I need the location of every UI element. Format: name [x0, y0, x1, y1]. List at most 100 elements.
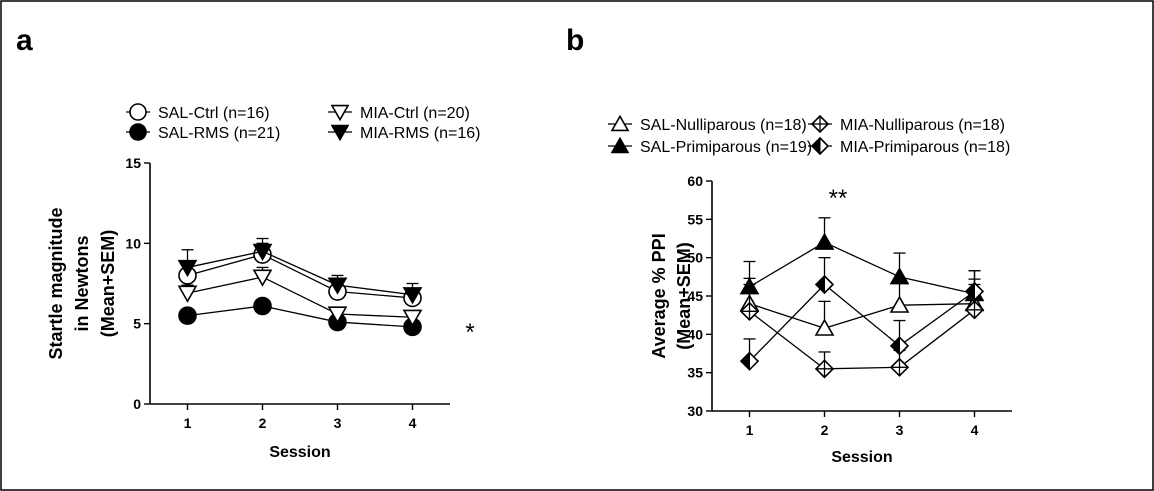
data-point-marker: [177, 285, 198, 303]
series-line-segment: [899, 290, 975, 347]
data-point-marker: [964, 300, 985, 320]
series-line-segment: [899, 309, 975, 368]
x-tick-label: 4: [971, 422, 979, 438]
chart-a: 0 5 10 15 1 2 3 4 Session Startle magnitude in New…: [46, 103, 480, 461]
y-tick-label: 30: [687, 403, 703, 419]
legend-label: MIA-Nulliparous (n=18): [840, 117, 1005, 134]
series-line-segment: [899, 303, 975, 306]
data-point-marker: [814, 318, 835, 336]
x-tick-label: 2: [259, 415, 267, 431]
legend-marker: [810, 114, 830, 134]
data-point-marker: [814, 359, 835, 379]
data-point-marker: [739, 301, 760, 321]
y-tick-label: 15: [125, 155, 141, 171]
series-line-segment: [337, 290, 413, 299]
chart-b: 30 35 40 45 50 55 60 1 2 3 4 Session Average % PPI (M…: [608, 114, 1012, 466]
data-point-marker: [739, 351, 760, 371]
data-point-marker: [814, 232, 835, 250]
legend-label: SAL-Primiparous (n=19): [640, 139, 812, 156]
data-point-marker: [177, 259, 198, 278]
series-line-segment: [337, 284, 413, 296]
series-line-segment: [187, 305, 263, 317]
data-point-marker: [178, 306, 197, 325]
data-point-marker: [814, 274, 835, 295]
y-tick-label: 45: [687, 288, 703, 304]
legend-label: SAL-Ctrl (n=16): [158, 105, 270, 122]
series-3: [177, 266, 423, 327]
series-line-segment: [749, 284, 825, 362]
marker-half-fill: [740, 351, 750, 371]
y-tick-label: 10: [125, 235, 141, 251]
legend-item: MIA-RMS (n=16): [328, 124, 480, 142]
y-tick-label: 60: [687, 173, 703, 189]
series-line-segment: [749, 303, 825, 329]
data-point-marker: [252, 243, 273, 262]
series-line-segment: [187, 276, 263, 294]
marker-half-fill: [965, 281, 975, 302]
legend-item: MIA-Nulliparous (n=18): [808, 114, 1005, 134]
y-tick-label: 0: [133, 396, 141, 412]
legend-label: MIA-Primiparous (n=18): [840, 139, 1010, 156]
series-line-segment: [337, 321, 413, 328]
legend-marker: [129, 123, 147, 141]
series-line-segment: [262, 250, 338, 286]
legend-marker: [330, 124, 350, 142]
series-line-segment: [824, 304, 900, 329]
data-point-marker: [889, 267, 910, 285]
legend-label: MIA-Ctrl (n=20): [360, 105, 470, 122]
series-line-segment: [824, 366, 900, 370]
legend-label: SAL-RMS (n=21): [158, 125, 280, 142]
legend-item: MIA-Ctrl (n=20): [328, 104, 470, 122]
y-tick-label: 5: [133, 316, 141, 332]
significance-marker: *: [465, 319, 474, 346]
x-tick-label: 1: [184, 415, 192, 431]
y-axis-label: Average % PPI: [649, 233, 669, 358]
legend-item: SAL-Nulliparous (n=18): [608, 114, 807, 134]
legend-item: MIA-Primiparous (n=18): [808, 136, 1010, 156]
marker-half-fill: [890, 336, 900, 356]
series-line-segment: [899, 276, 975, 295]
legend-marker: [610, 136, 630, 154]
legend-item: SAL-RMS (n=21): [126, 123, 280, 142]
series-line-segment: [187, 253, 263, 277]
marker-half-fill: [815, 274, 825, 295]
legend-marker: [810, 136, 830, 156]
x-tick-label: 1: [746, 422, 754, 438]
data-point-marker: [889, 336, 910, 356]
series-line-segment: [262, 276, 338, 315]
y-axis-label: in Newtons: [72, 235, 92, 331]
series-3: [739, 283, 985, 379]
y-tick-label: 35: [687, 365, 703, 381]
data-point-marker: [889, 357, 910, 377]
x-axis-label: Session: [831, 449, 892, 466]
series-4: [177, 237, 423, 305]
y-axis-label: (Mean+SEM): [98, 230, 118, 338]
x-tick-label: 3: [896, 422, 904, 438]
data-point-marker: [327, 306, 348, 324]
x-tick-label: 4: [409, 415, 417, 431]
y-tick-label: 55: [687, 211, 703, 227]
legend-item: SAL-Ctrl (n=16): [126, 103, 270, 122]
panel-label-b: b: [566, 24, 585, 57]
series-line-segment: [337, 313, 413, 318]
series-line-segment: [262, 305, 338, 323]
y-axis-label: Startle magnitude: [46, 207, 66, 359]
series-line-segment: [824, 241, 900, 278]
y-axis-label: (Mean+SEM): [674, 242, 694, 350]
data-point-marker: [253, 296, 272, 316]
data-point-marker: [402, 287, 423, 305]
significance-marker: **: [829, 185, 848, 212]
data-point-marker: [252, 269, 273, 287]
data-point-marker: [327, 277, 348, 295]
data-point-marker: [889, 295, 910, 313]
series-line-segment: [749, 241, 825, 288]
legend-marker: [129, 103, 147, 121]
legend-item: SAL-Primiparous (n=19): [608, 136, 812, 156]
legend-marker: [610, 114, 630, 132]
legend-label: SAL-Nulliparous (n=18): [640, 117, 807, 134]
data-point-marker: [964, 281, 985, 302]
y-tick-label: 40: [687, 326, 703, 342]
series-line-segment: [824, 283, 900, 347]
